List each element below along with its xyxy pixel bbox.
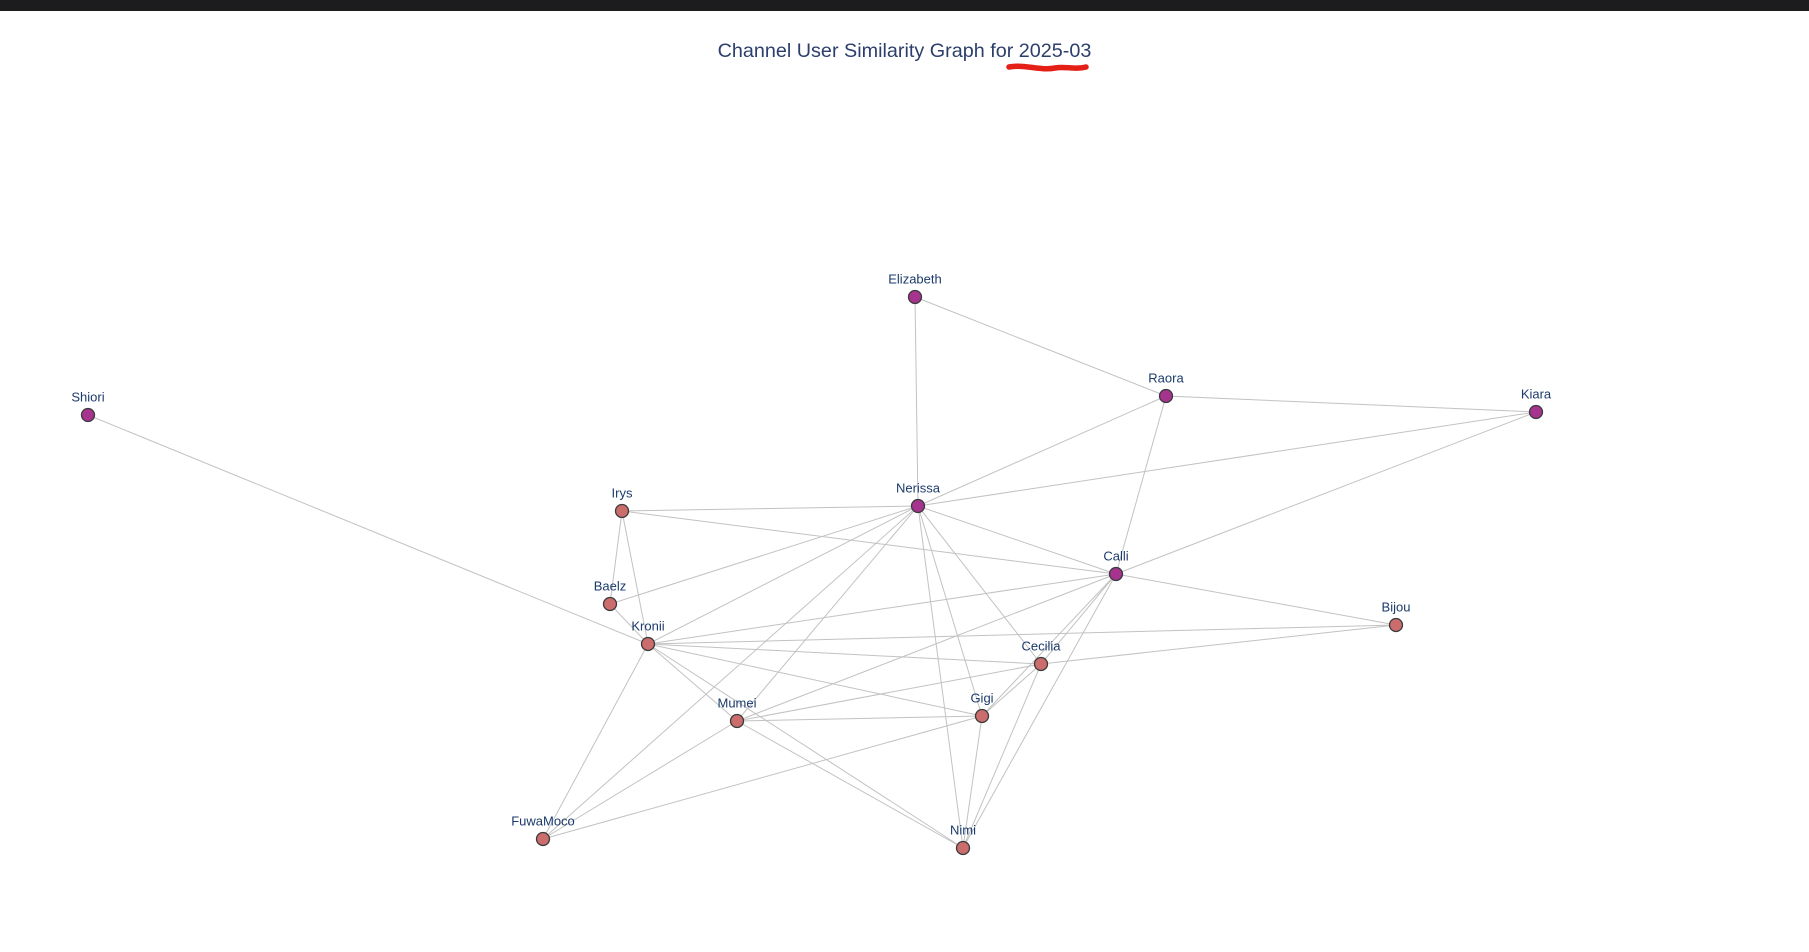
svg-text:Elizabeth: Elizabeth <box>888 272 941 287</box>
svg-text:Gigi: Gigi <box>970 691 993 706</box>
svg-text:Nimi: Nimi <box>950 823 976 838</box>
svg-text:FuwaMoco: FuwaMoco <box>511 814 575 829</box>
svg-text:Shiori: Shiori <box>71 390 104 405</box>
svg-text:Mumei: Mumei <box>717 696 756 711</box>
svg-text:Calli: Calli <box>1103 549 1128 564</box>
svg-text:Nerissa: Nerissa <box>896 481 941 496</box>
svg-text:Cecilia: Cecilia <box>1021 639 1061 654</box>
svg-text:Irys: Irys <box>612 486 633 501</box>
svg-text:Bijou: Bijou <box>1382 600 1411 615</box>
svg-text:Kiara: Kiara <box>1521 387 1552 402</box>
svg-text:Raora: Raora <box>1148 371 1184 386</box>
svg-text:Baelz: Baelz <box>594 579 627 594</box>
svg-text:Kronii: Kronii <box>631 619 664 634</box>
